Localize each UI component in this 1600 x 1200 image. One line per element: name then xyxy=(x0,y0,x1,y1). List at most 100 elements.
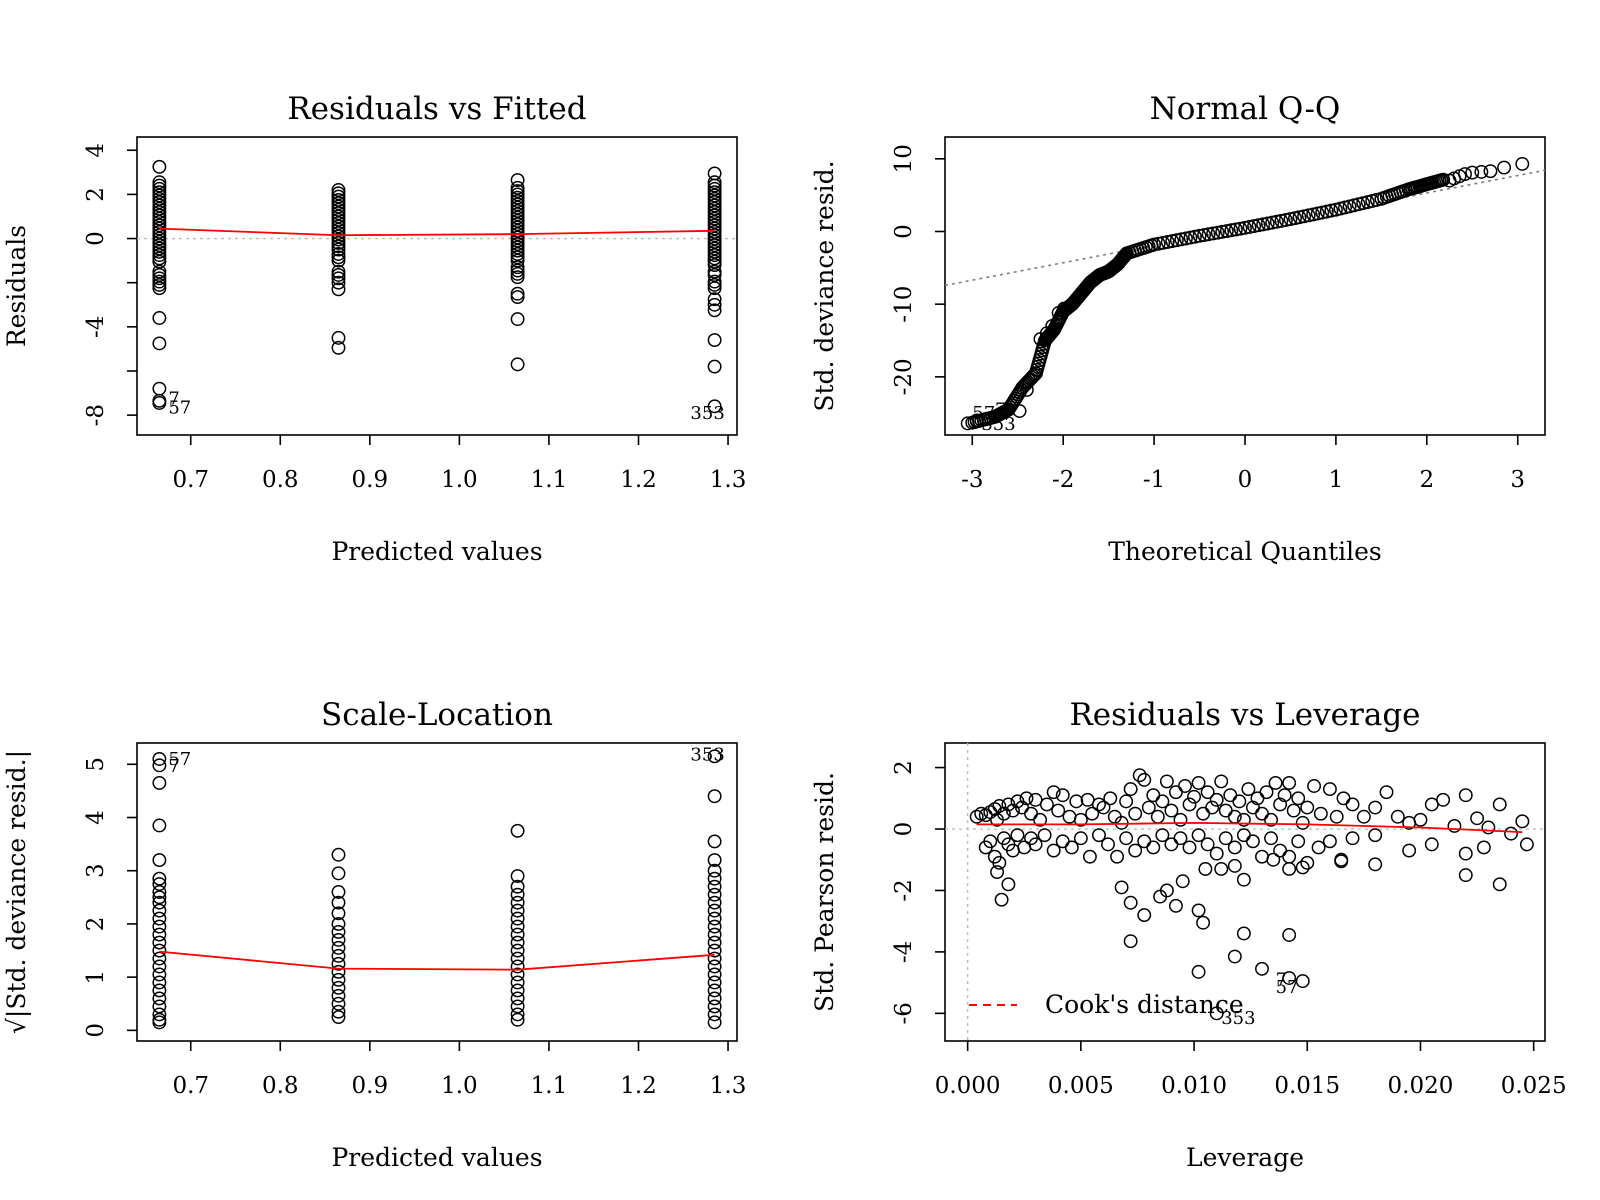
data-point xyxy=(1182,797,1197,812)
data-point xyxy=(510,197,525,212)
data-point xyxy=(707,959,722,974)
data-point xyxy=(1151,236,1166,251)
plot-area xyxy=(152,749,722,1030)
data-point xyxy=(1045,319,1060,333)
data-point xyxy=(707,359,722,374)
y-tick-label: 1 xyxy=(83,970,109,985)
data-point xyxy=(1236,828,1251,843)
data-point xyxy=(1173,831,1188,846)
data-point xyxy=(1227,840,1242,855)
data-point xyxy=(1329,809,1344,824)
data-point xyxy=(1236,872,1251,887)
data-point xyxy=(331,206,346,221)
plot-frame xyxy=(136,136,738,436)
x-tick-label: 0.9 xyxy=(352,1073,389,1099)
point-label: 7 xyxy=(168,389,179,410)
data-point xyxy=(152,311,167,325)
data-point xyxy=(1146,840,1161,855)
data-point xyxy=(1137,908,1152,922)
data-point xyxy=(152,1015,167,1030)
data-point xyxy=(1192,228,1207,243)
data-point xyxy=(960,416,975,431)
x-tick-label: 2 xyxy=(1419,467,1434,493)
data-point xyxy=(331,242,346,257)
data-point xyxy=(707,935,722,950)
data-point xyxy=(1137,834,1152,849)
data-point xyxy=(510,270,525,285)
data-point xyxy=(331,189,346,204)
data-point xyxy=(1255,961,1269,976)
data-point xyxy=(1313,806,1328,821)
data-point xyxy=(1224,223,1239,238)
data-point xyxy=(707,834,722,849)
data-point xyxy=(1037,828,1052,843)
x-tick-label: 0.015 xyxy=(1274,1073,1340,1099)
smoother-line xyxy=(159,227,715,237)
point-label: 7 xyxy=(995,400,1006,421)
data-point xyxy=(1336,791,1351,806)
panel-normal-qq: Normal Q-Q Theoretical Quantiles Std. devi… xyxy=(810,91,1546,566)
data-point xyxy=(510,935,525,950)
data-point xyxy=(1200,837,1215,852)
data-point xyxy=(152,775,167,790)
y-tick-label: 2 xyxy=(83,917,109,932)
data-point xyxy=(152,264,167,279)
y-tick-label: 0 xyxy=(83,1023,109,1038)
data-point xyxy=(1291,791,1306,806)
data-point xyxy=(1191,775,1206,790)
point-label: 7 xyxy=(1276,970,1287,991)
data-point xyxy=(1307,779,1322,793)
data-point xyxy=(1197,228,1212,242)
data-point xyxy=(1286,803,1301,818)
data-point xyxy=(707,1015,722,1030)
data-point xyxy=(1128,843,1143,858)
data-point xyxy=(1119,831,1134,846)
data-point xyxy=(1447,818,1462,833)
data-point xyxy=(152,999,167,1014)
data-point xyxy=(152,967,167,982)
data-point xyxy=(331,980,346,995)
data-point xyxy=(1458,788,1473,803)
data-point xyxy=(331,232,346,247)
data-point xyxy=(1424,837,1439,852)
data-point xyxy=(707,268,722,282)
data-point xyxy=(510,180,525,195)
data-point xyxy=(1205,800,1220,815)
data-point xyxy=(331,239,346,254)
data-point xyxy=(1103,791,1118,806)
data-point xyxy=(1191,828,1206,843)
data-point xyxy=(1209,846,1224,861)
data-point xyxy=(510,927,525,942)
data-point xyxy=(1269,214,1284,229)
data-point xyxy=(1265,215,1280,230)
data-point xyxy=(707,887,722,902)
data-point xyxy=(1069,794,1084,809)
data-point xyxy=(707,297,722,312)
x-tick-label: 0.005 xyxy=(1048,1073,1114,1099)
data-point xyxy=(1245,834,1260,849)
x-axis-label: Theoretical Quantiles xyxy=(1108,537,1382,566)
data-point xyxy=(1141,800,1156,815)
data-point xyxy=(1187,789,1202,804)
data-point xyxy=(152,959,167,974)
data-point xyxy=(1055,834,1070,849)
data-point xyxy=(331,906,346,921)
data-point xyxy=(1236,926,1251,941)
data-point xyxy=(707,853,722,868)
data-point xyxy=(510,253,525,268)
data-point xyxy=(510,999,525,1014)
y-tick-label: -20 xyxy=(891,358,917,395)
data-point xyxy=(707,181,722,196)
data-point xyxy=(510,217,525,232)
data-point xyxy=(152,381,167,396)
data-point xyxy=(1085,806,1100,821)
data-point xyxy=(510,243,525,258)
x-tick-label: 1.3 xyxy=(710,1073,747,1099)
data-point xyxy=(152,336,167,351)
x-tick-label: 1.1 xyxy=(531,1073,568,1099)
panel-residuals-vs-fitted: Residuals vs Fitted Predicted values Resid… xyxy=(2,91,746,566)
data-point xyxy=(152,195,167,210)
data-point xyxy=(510,210,525,225)
y-axis-label: √|Std. deviance resid.| xyxy=(2,750,32,1034)
data-point xyxy=(1001,877,1016,892)
